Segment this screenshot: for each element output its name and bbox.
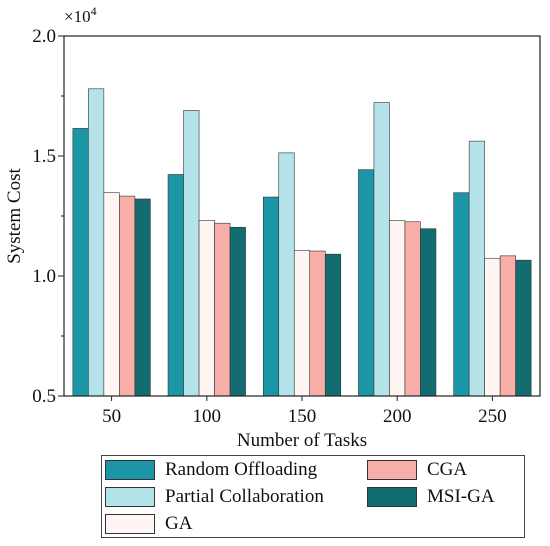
bar-random-offloading-100 [167,174,184,397]
y-tick-label-1-0: 1.0 [32,266,56,287]
legend-item-msi-ga: MSI-GA [367,486,495,508]
bar-random-offloading-200 [358,169,375,397]
legend-label-partial-collaboration: Partial Collaboration [165,486,324,507]
bar-cga-100 [214,222,231,397]
legend-swatch-msi-ga [367,487,417,507]
y-tick-label-2-0: 2.0 [32,26,56,47]
bar-ga-200 [389,220,406,397]
bar-random-offloading-50 [72,128,89,397]
bar-partial-collaboration-100 [183,110,200,397]
y-tick-label-1-5: 1.5 [32,146,56,167]
legend-swatch-cga [367,460,417,480]
bar-ga-150 [293,250,311,397]
legend-item-cga: CGA [367,459,467,481]
legend-label-ga: GA [165,513,193,534]
axes-group: 50 100 150 200 250 0.5 1.0 1.5 2.0 [32,26,541,427]
legend-label-cga: CGA [427,459,468,480]
x-tick-label-250: 250 [478,406,507,427]
bar-msi-ga-100 [229,226,246,397]
x-axis-label: Number of Tasks [237,430,367,451]
bar-msi-ga-50 [134,198,151,397]
bar-ga-50 [103,192,120,397]
legend-swatch-random-offloading [105,460,155,480]
y-axis-exponent: 4 [91,4,97,18]
legend-label-random-offloading: Random Offloading [165,459,318,480]
bar-cga-50 [119,195,136,397]
bar-cga-200 [404,221,421,397]
bars-group [72,88,532,397]
legend-item-partial-collaboration: Partial Collaboration [105,486,324,508]
y-axis-label: System Cost [4,168,25,264]
bar-cga-150 [309,250,326,397]
x-tick-label-150: 150 [288,406,317,427]
y-tick-label-0-5: 0.5 [32,386,56,407]
legend-item-random-offloading: Random Offloading [105,459,317,481]
y-axis-multiplier: ×104 [64,4,97,26]
legend-swatch-ga [105,514,155,534]
bar-ga-250 [484,257,501,397]
bar-partial-collaboration-250 [468,140,485,397]
bar-cga-250 [499,255,516,397]
bar-msi-ga-200 [420,228,437,397]
legend-swatch-partial-collaboration [105,487,155,507]
legend: Random Offloading Partial Collaboration … [101,455,525,538]
legend-label-msi-ga: MSI-GA [427,486,495,507]
x-tick-label-100: 100 [193,406,222,427]
bar-partial-collaboration-50 [88,88,105,397]
x-tick-label-200: 200 [383,406,412,427]
x-tick-label-50: 50 [102,406,121,427]
bar-msi-ga-250 [515,259,532,397]
bar-random-offloading-250 [453,192,470,397]
bar-partial-collaboration-200 [373,102,390,397]
legend-item-ga: GA [105,513,192,535]
bar-msi-ga-150 [324,253,342,397]
bar-ga-100 [198,220,215,397]
bar-random-offloading-150 [262,196,280,397]
bar-partial-collaboration-150 [278,152,295,397]
